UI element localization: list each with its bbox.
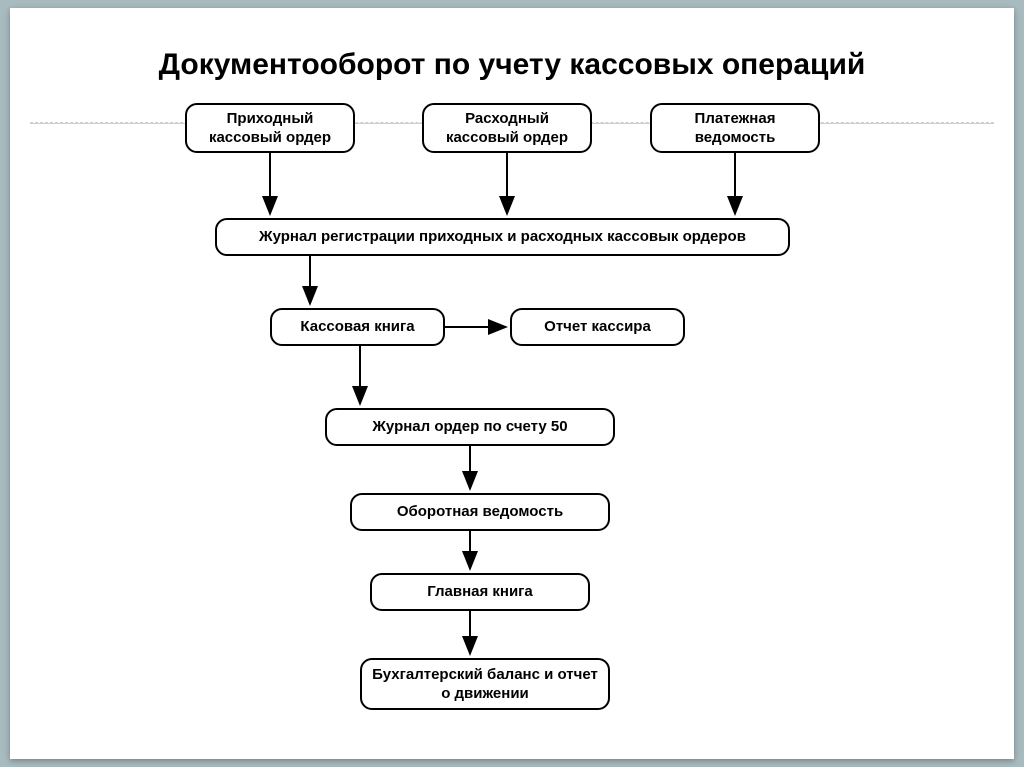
flowchart-node-n5: Кассовая книга (270, 308, 445, 346)
flowchart-node-n6: Отчет кассира (510, 308, 685, 346)
flowchart-node-n3: Платежная ведомость (650, 103, 820, 153)
slide-container: Документооборот по учету кассовых операц… (10, 8, 1014, 759)
flowchart-node-n2: Расходный кассовый ордер (422, 103, 592, 153)
flowchart-node-n7: Журнал ордер по счету 50 (325, 408, 615, 446)
page-title: Документооборот по учету кассовых операц… (10, 48, 1014, 82)
flowchart-node-n4: Журнал регистрации приходных и расходных… (215, 218, 790, 256)
flowchart-node-n8: Оборотная ведомость (350, 493, 610, 531)
flowchart-node-n9: Главная книга (370, 573, 590, 611)
flowchart-node-n10: Бухгалтерский баланс и отчет о движении (360, 658, 610, 710)
flowchart-node-n1: Приходный кассовый ордер (185, 103, 355, 153)
